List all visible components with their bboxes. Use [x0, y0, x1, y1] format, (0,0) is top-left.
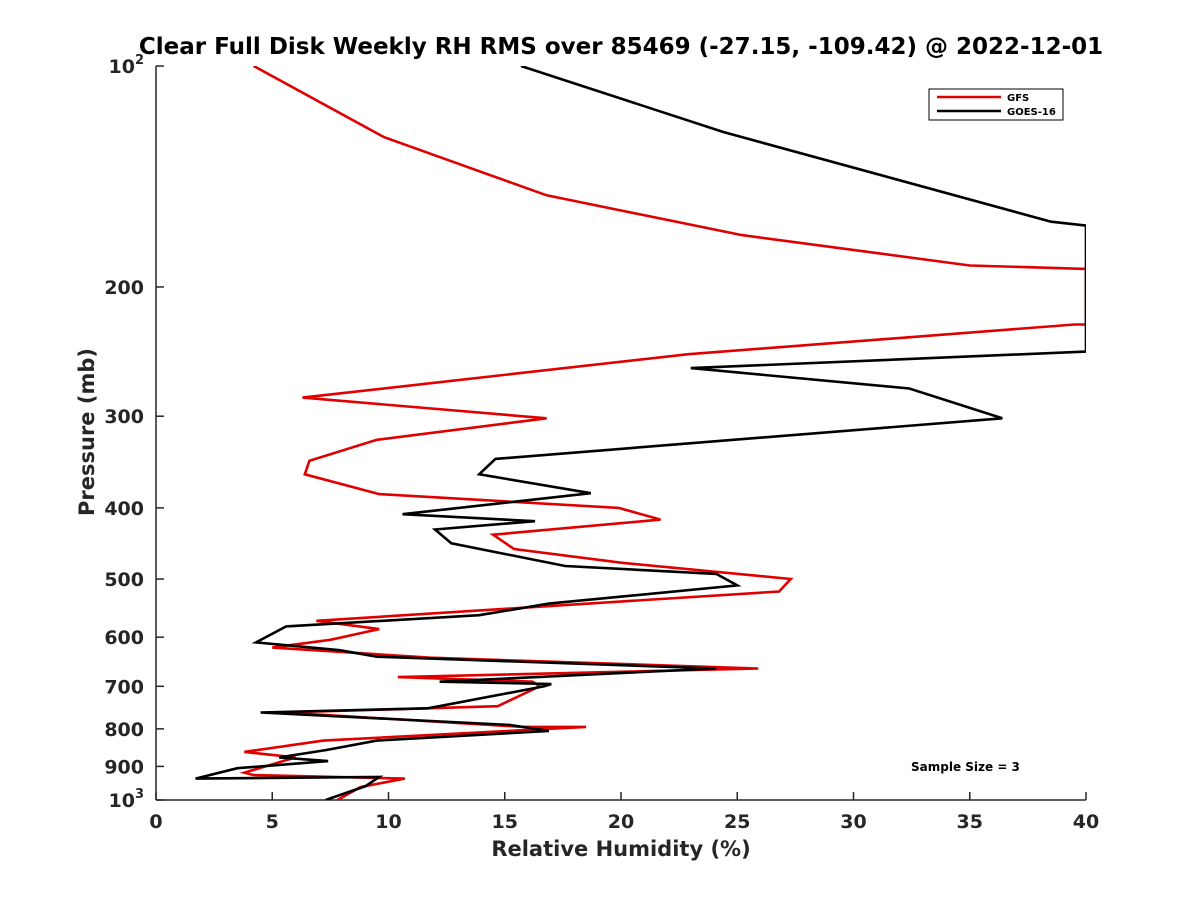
y-axis-label: Pressure (mb)	[75, 348, 99, 516]
plot-area	[155, 66, 1086, 801]
x-tick-label: 35	[957, 811, 983, 833]
legend: GFS GOES-16	[928, 88, 1064, 121]
x-tick-label: 10	[375, 811, 401, 833]
legend-label: GOES-16	[1007, 107, 1056, 118]
x-tick-label: 15	[492, 811, 518, 833]
series-line-goes-16	[195, 66, 1086, 800]
y-tick-label: 400	[104, 498, 144, 520]
y-tick-label: 900	[104, 756, 144, 778]
y-tick-label: 500	[104, 569, 144, 591]
x-tick-label: 30	[840, 811, 866, 833]
y-tick-label: 300	[104, 406, 144, 428]
y-tick-label: 103	[109, 787, 145, 812]
y-tick-label: 102	[109, 53, 145, 78]
sample-size-annotation: Sample Size = 3	[911, 760, 1020, 774]
chart-title: Clear Full Disk Weekly RH RMS over 85469…	[139, 34, 1103, 60]
y-tick-label: 600	[104, 627, 144, 649]
series-layer	[195, 66, 1086, 800]
x-tick-label: 5	[266, 811, 279, 833]
y-tick-label: 800	[104, 719, 144, 741]
x-tick-label: 25	[724, 811, 750, 833]
x-tick-label: 40	[1073, 811, 1099, 833]
y-tick-label: 700	[104, 676, 144, 698]
y-tick-label: 200	[104, 277, 144, 299]
legend-box	[928, 88, 1064, 121]
x-axis-label: Relative Humidity (%)	[491, 837, 750, 861]
legend-label: GFS	[1007, 93, 1029, 104]
ticks-layer: 0 5 10 15 20 25 30 35 40 102 200 300 400 500 600 700 800…	[104, 53, 1099, 833]
series-line-gfs	[239, 66, 1086, 800]
x-tick-label: 20	[608, 811, 634, 833]
x-tick-label: 0	[149, 811, 162, 833]
